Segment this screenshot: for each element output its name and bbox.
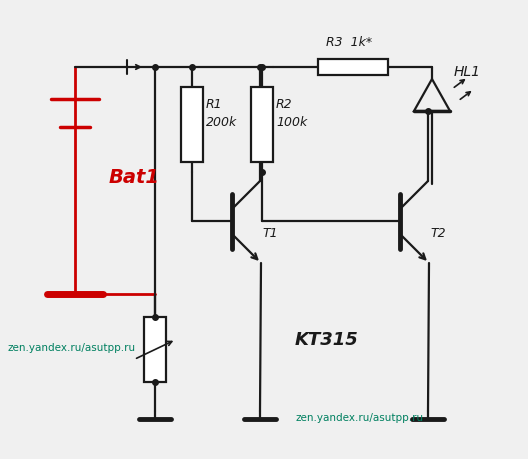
Text: zen.yandex.ru/asutpp.ru: zen.yandex.ru/asutpp.ru (8, 342, 136, 352)
Bar (251, 88, 273, 162)
Text: T2: T2 (430, 226, 446, 240)
Text: zen.yandex.ru/asutpp.ru: zen.yandex.ru/asutpp.ru (295, 412, 423, 422)
Text: Bat1: Bat1 (109, 168, 160, 187)
Text: R2: R2 (276, 98, 293, 111)
Bar (144, 317, 166, 382)
Text: T1: T1 (262, 226, 278, 240)
Bar (318, 60, 388, 76)
Bar (181, 88, 203, 162)
Text: 100k: 100k (276, 116, 307, 129)
Text: R1: R1 (206, 98, 223, 111)
Text: R3  1k*: R3 1k* (326, 36, 372, 49)
Text: KT315: KT315 (295, 330, 359, 348)
Text: HL1: HL1 (454, 65, 481, 79)
Text: 200k: 200k (206, 116, 237, 129)
